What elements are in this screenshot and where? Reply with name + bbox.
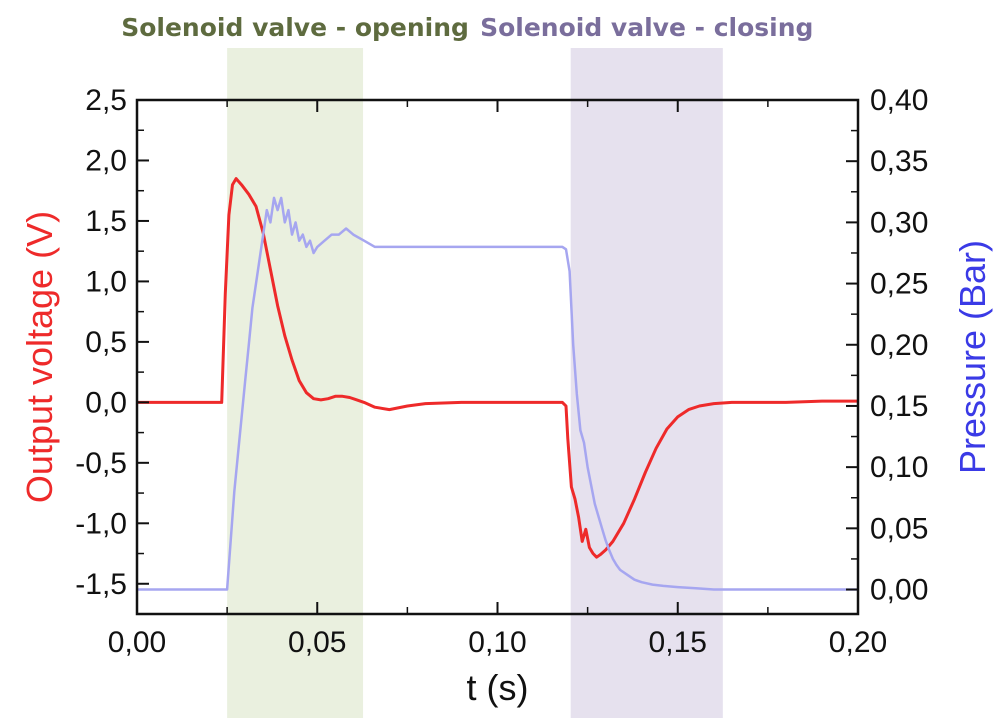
y-left-tick-label: 0,5 [85, 326, 127, 359]
x-axis-title: t (s) [467, 667, 529, 708]
x-tick-label: 0,10 [468, 626, 526, 659]
y-right-tick-label: 0,05 [870, 512, 928, 545]
region-label-2: Solenoid valve - closing [480, 13, 813, 42]
y-right-tick-label: 0,10 [870, 451, 928, 484]
shaded-region-2 [570, 48, 723, 718]
y-right-tick-label: 0,30 [870, 206, 928, 239]
shaded-region-1 [227, 48, 364, 718]
y-left-tick-label: -0,5 [75, 447, 127, 480]
y-right-tick-label: 0,00 [870, 574, 928, 607]
region-label-1: Solenoid valve - opening [121, 13, 469, 42]
y-axis-left-title: Output voltage (V) [19, 211, 60, 503]
y-left-tick-label: 1,5 [85, 205, 127, 238]
axis-ticks [136, 99, 859, 614]
y-right-tick-label: 0,15 [870, 390, 928, 423]
y-right-tick-label: 0,35 [870, 145, 928, 178]
y-right-tick-label: 0,20 [870, 329, 928, 362]
y-right-tick-label: 0,40 [870, 84, 928, 117]
x-tick-label: 0,20 [829, 626, 887, 659]
y-axis-right-title: Pressure (Bar) [952, 240, 993, 474]
y-left-tick-label: 0,0 [85, 386, 127, 419]
y-left-tick-label: 1,0 [85, 265, 127, 298]
series-line-1 [137, 177, 858, 559]
x-tick-label: 0,00 [108, 626, 166, 659]
series-line-2 [137, 196, 858, 591]
y-right-tick-label: 0,25 [870, 268, 928, 301]
y-left-tick-label: 2,5 [85, 84, 127, 117]
x-tick-label: 0,05 [288, 626, 346, 659]
data-series [137, 177, 858, 591]
y-left-tick-label: 2,0 [85, 144, 127, 177]
shaded-regions [227, 48, 723, 718]
y-left-tick-label: -1,5 [75, 568, 127, 601]
region-labels: Solenoid valve - opening Solenoid valve -… [121, 13, 813, 42]
x-tick-label: 0,15 [649, 626, 707, 659]
tick-labels: 0,00 0,05 0,10 0,15 0,20 2,5 2,0 1,5 1,0 0,5 0,0 -0… [75, 84, 928, 659]
y-left-tick-label: -1,0 [75, 507, 127, 540]
